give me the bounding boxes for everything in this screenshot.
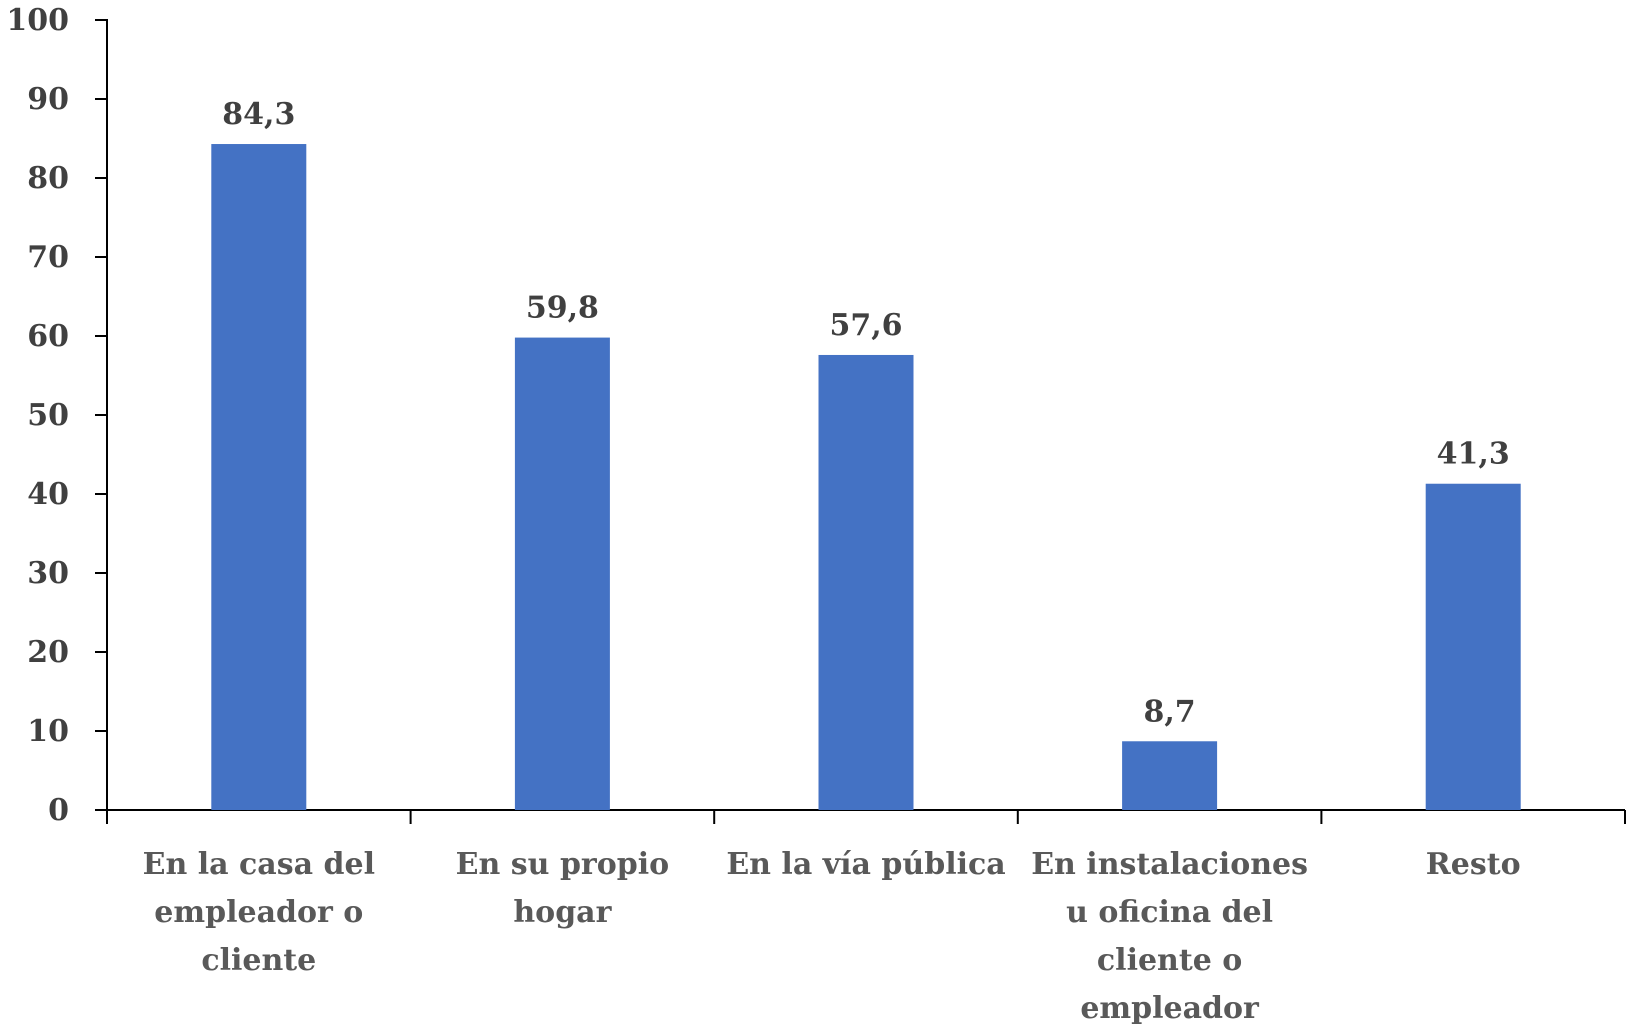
bars: [211, 144, 1521, 810]
bar: [818, 354, 914, 810]
category-label: hogar: [513, 895, 612, 930]
data-labels: 84,3 59,8 57,6 8,7 41,3: [222, 97, 1509, 729]
y-axis: 0 10 20 30 40 50 60 70 80 90 100: [6, 3, 108, 828]
y-tick-label: 100: [6, 3, 69, 38]
y-tick-label: 10: [27, 714, 69, 749]
x-axis: [106, 809, 1626, 824]
data-label: 8,7: [1143, 694, 1195, 729]
data-label: 57,6: [829, 308, 902, 343]
data-label: 59,8: [526, 291, 599, 326]
category-label: empleador: [1080, 991, 1260, 1025]
bar: [211, 144, 307, 810]
category-labels: En la casa del empleador o cliente En su pr…: [143, 847, 1521, 1025]
category-label: En la casa del: [143, 847, 375, 882]
category-label: En su propio: [456, 847, 669, 882]
category-label: En la vía pública: [726, 847, 1005, 882]
y-tick-label: 20: [27, 635, 69, 670]
bar: [514, 337, 610, 810]
y-tick-label: 40: [27, 477, 69, 512]
data-label: 84,3: [222, 97, 295, 132]
category-label: cliente o: [1097, 943, 1242, 978]
category-label: empleador o: [154, 895, 363, 930]
category-label: cliente: [201, 943, 316, 978]
y-tick-label: 70: [27, 240, 69, 275]
y-tick-label: 30: [27, 556, 69, 591]
category-label: Resto: [1426, 847, 1521, 882]
bar: [1122, 741, 1218, 810]
y-tick-label: 50: [27, 398, 69, 433]
category-label: En instalaciones: [1031, 847, 1308, 882]
bar: [1425, 483, 1521, 810]
y-tick-label: 60: [27, 319, 69, 354]
data-label: 41,3: [1437, 437, 1510, 472]
y-tick-label: 90: [27, 82, 69, 117]
category-label: u oficina del: [1066, 895, 1273, 930]
y-tick-label: 80: [27, 161, 69, 196]
y-tick-label: 0: [48, 793, 69, 828]
